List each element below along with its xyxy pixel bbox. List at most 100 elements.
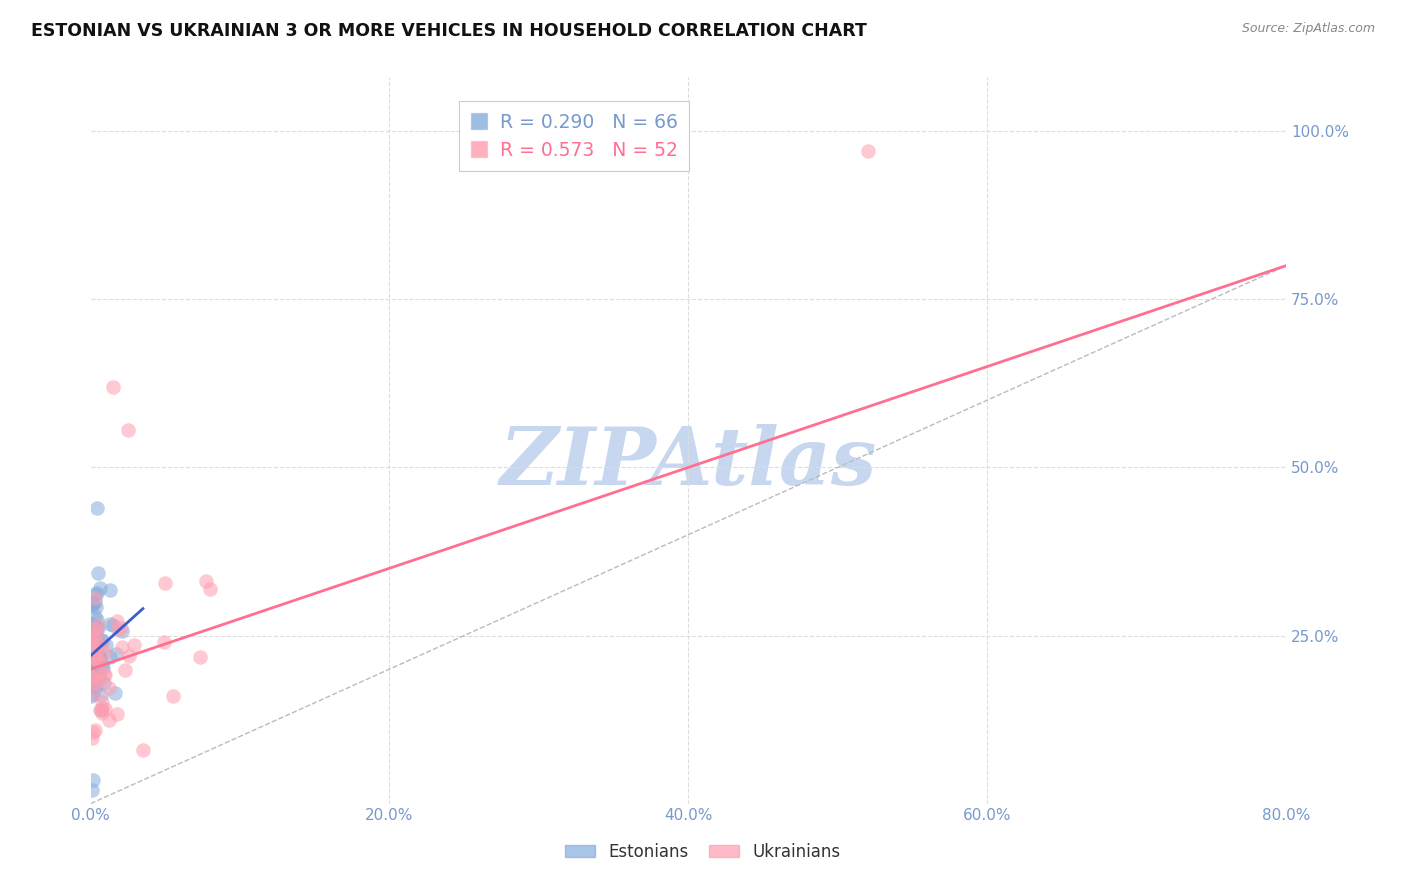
Point: [97, 713, 120, 727]
Point: [84, 676, 107, 690]
Point: [84, 631, 107, 645]
Point: [86, 638, 108, 652]
Point: [104, 686, 127, 700]
Point: [110, 621, 132, 635]
Point: [94, 638, 117, 652]
Point: [84, 679, 107, 693]
Point: [86, 657, 108, 671]
Point: [80, 640, 103, 654]
Point: [90, 688, 112, 702]
Point: [93, 667, 115, 681]
Point: [83, 627, 105, 641]
Point: [80, 629, 103, 643]
Point: [111, 640, 134, 655]
Point: [82, 617, 104, 632]
Point: [89, 654, 111, 668]
Point: [132, 743, 155, 757]
Point: [83, 629, 105, 643]
Point: [93, 702, 115, 716]
Point: [98, 582, 121, 597]
Point: [83, 648, 105, 662]
Point: [89, 582, 111, 596]
Point: [86, 633, 108, 648]
Point: [162, 689, 184, 703]
Point: [90, 703, 112, 717]
Point: [86, 613, 108, 627]
Point: [87, 621, 110, 635]
Point: [94, 667, 117, 681]
Text: ZIPAtlas: ZIPAtlas: [499, 424, 877, 501]
Point: [89, 650, 111, 665]
Point: [83, 632, 105, 647]
Point: [111, 624, 134, 638]
Point: [82, 637, 104, 651]
Point: [83, 723, 105, 737]
Point: [89, 650, 111, 665]
Point: [83, 646, 105, 660]
Point: [153, 576, 176, 591]
Point: [105, 706, 128, 721]
Point: [90, 706, 112, 720]
Point: [82, 725, 104, 739]
Legend: Estonians, Ukrainians: Estonians, Ukrainians: [558, 837, 848, 868]
Point: [82, 686, 104, 700]
Point: [94, 646, 117, 660]
Point: [122, 638, 145, 652]
Point: [84, 650, 107, 665]
Point: [90, 633, 112, 648]
Point: [87, 655, 110, 669]
Point: [86, 566, 108, 581]
Point: [89, 673, 111, 687]
Point: [82, 599, 104, 614]
Point: [118, 648, 141, 663]
Point: [91, 695, 114, 709]
Point: [87, 651, 110, 665]
Point: [82, 642, 104, 657]
Point: [107, 622, 129, 636]
Point: [82, 670, 104, 684]
Point: [83, 666, 105, 681]
Point: [84, 621, 107, 635]
Point: [82, 642, 104, 657]
Point: [105, 614, 128, 628]
Legend: R = 0.290   N = 66, R = 0.573   N = 52: R = 0.290 N = 66, R = 0.573 N = 52: [458, 102, 689, 171]
Point: [80, 624, 103, 638]
Point: [93, 676, 115, 690]
Point: [86, 649, 108, 664]
Point: [82, 783, 104, 797]
Point: [84, 647, 107, 661]
Point: [98, 681, 121, 695]
Point: [83, 595, 105, 609]
Point: [105, 648, 128, 662]
Point: [80, 690, 103, 704]
Point: [84, 656, 107, 670]
Point: [195, 574, 218, 589]
Point: [101, 380, 124, 394]
Point: [84, 621, 107, 635]
Text: ESTONIAN VS UKRAINIAN 3 OR MORE VEHICLES IN HOUSEHOLD CORRELATION CHART: ESTONIAN VS UKRAINIAN 3 OR MORE VEHICLES…: [31, 22, 868, 40]
Point: [84, 625, 107, 640]
Point: [82, 773, 104, 788]
Point: [84, 622, 107, 636]
Point: [82, 672, 104, 686]
Point: [101, 617, 124, 632]
Point: [84, 651, 107, 665]
Point: [90, 633, 112, 648]
Point: [91, 660, 114, 674]
Point: [82, 686, 104, 700]
Point: [89, 670, 111, 684]
Point: [80, 731, 103, 745]
Point: [80, 678, 103, 692]
Point: [84, 591, 107, 605]
Point: [114, 664, 136, 678]
Point: [87, 648, 110, 663]
Point: [82, 596, 104, 610]
Point: [80, 635, 103, 649]
Point: [80, 661, 103, 675]
Point: [91, 701, 114, 715]
Point: [84, 587, 107, 601]
Point: [87, 654, 110, 668]
Point: [82, 651, 104, 665]
Point: [198, 582, 221, 596]
Point: [89, 703, 111, 717]
